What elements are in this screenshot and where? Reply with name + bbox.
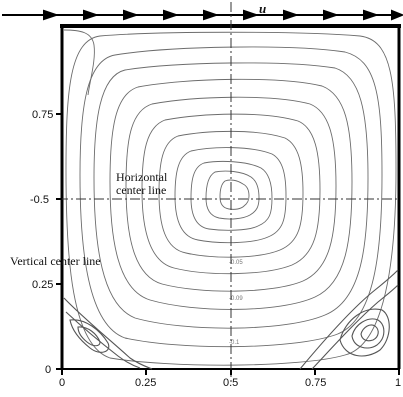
bottom-left-secondary-vortex (63, 297, 153, 370)
x-tick-label: 1 (395, 377, 401, 389)
horizontal-center-line-label-line1: Horizontal (116, 170, 168, 184)
vertical-center-line-label: Vertical center line (10, 254, 101, 268)
y-tick-label: -0.5 (30, 194, 49, 206)
horizontal-center-line-label-line2: center line (116, 183, 166, 197)
horizontal-center-line-label: Horizontal center line (116, 170, 170, 197)
x-tick-label: 0.75 (305, 377, 326, 389)
x-tick-label: 0 (59, 377, 65, 389)
y-tick-label: 0.75 (32, 109, 53, 121)
contour-label: -0.09 (229, 296, 243, 302)
y-tick-label: 0.25 (32, 279, 53, 291)
bottom-right-secondary-vortex (299, 269, 399, 370)
y-tick-label: 0 (45, 364, 51, 376)
x-tick-label: 0.25 (135, 377, 156, 389)
primary-vortex-streamlines (65, 31, 397, 366)
lid-velocity-arrows (2, 9, 403, 21)
x-tick-label: 0.5 (223, 377, 238, 389)
lid-velocity-label: u (259, 1, 266, 16)
axis-ticks (56, 113, 400, 375)
upper-left-eddy (63, 29, 95, 96)
contour-label: -0.05 (229, 260, 243, 266)
contour-label: -0.1 (229, 340, 240, 346)
